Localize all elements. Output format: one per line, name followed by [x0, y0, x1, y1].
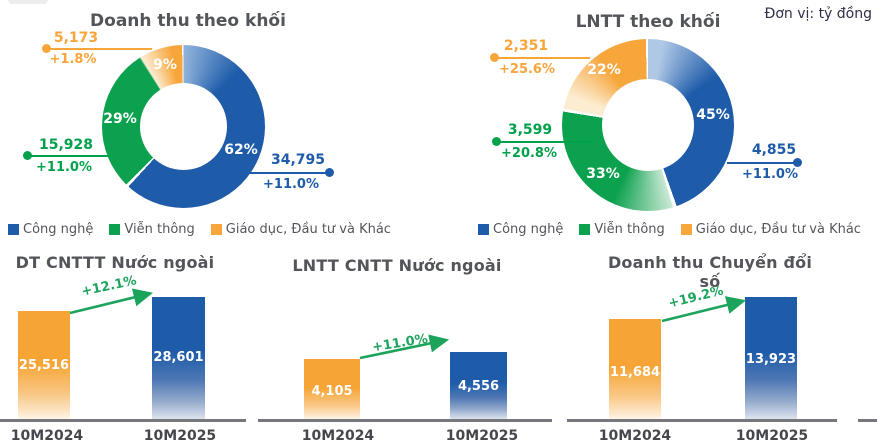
bar-10m2025 [152, 297, 205, 419]
legend-label: Viễn thông [124, 222, 195, 237]
bar-value-label: 4,556 [457, 379, 500, 394]
donut1-title: Doanh thu theo khối [90, 11, 286, 31]
x-axis-label: 10M2024 [598, 428, 672, 444]
callout-dot [793, 158, 802, 167]
bar-10m2024 [609, 319, 661, 419]
x-axis-line-extra [858, 419, 877, 422]
x-axis-line [258, 419, 552, 422]
callout-growth: +11.0% [36, 160, 92, 175]
legend-square-icon [8, 224, 19, 235]
callout-growth: +1.8% [49, 52, 97, 67]
growth-arrow-icon [359, 334, 450, 360]
cropped-artifact [8, 0, 48, 4]
donut2-title: LNTT theo khối [575, 12, 721, 32]
callout-value: 3,599 [507, 122, 553, 138]
callout-value: 34,795 [270, 152, 326, 168]
legend-label: Giáo dục, Đầu tư và Khác [695, 222, 861, 237]
x-axis-label: 10M2024 [10, 428, 84, 444]
bar-10m2025 [745, 297, 797, 419]
slice-percent-label: 29% [103, 111, 137, 127]
callout-value: 15,928 [38, 137, 94, 153]
slice-percent-label: 62% [224, 142, 258, 158]
legend-square-icon [579, 224, 591, 235]
legend-label: Giáo dục, Đầu tư và Khác [225, 222, 391, 237]
bar-value-label: 11,684 [609, 365, 661, 380]
growth-arrow-icon [69, 288, 154, 315]
legend: Công nghệ Viễn thông Giáo dục, Đầu tư và… [478, 222, 861, 237]
bar-10m2024 [18, 311, 70, 419]
x-axis-line [0, 419, 246, 422]
donut-chart-profit [562, 39, 734, 211]
x-axis-label: 10M2024 [301, 428, 375, 444]
x-axis-label: 10M2025 [445, 428, 519, 444]
donut-hole [602, 79, 694, 171]
legend-item-vien-thong: Viễn thông [579, 222, 665, 237]
bar-value-label: 13,923 [745, 352, 797, 367]
legend-label: Viễn thông [594, 222, 665, 237]
slice-percent-label: 45% [696, 107, 730, 123]
callout-dot [325, 168, 334, 177]
legend-square-icon [210, 224, 222, 235]
callout-line [494, 57, 590, 59]
x-axis-line [567, 419, 837, 422]
callout-line [27, 155, 111, 157]
slice-percent-label: 9% [153, 57, 177, 73]
bar-value-label: 4,105 [311, 384, 353, 399]
callout-line [249, 172, 330, 174]
unit-label: Đơn vị: tỷ đồng [764, 6, 872, 22]
legend-item-cong-nghe: Công nghệ [8, 222, 93, 237]
legend-square-icon [109, 224, 121, 235]
legend-item-giao-duc: Giáo dục, Đầu tư và Khác [680, 222, 861, 237]
callout-line [727, 162, 798, 164]
x-axis-label: 10M2025 [735, 428, 809, 444]
bar-value-label: 25,516 [18, 358, 70, 373]
callout-value: 2,351 [503, 38, 549, 54]
legend-label: Công nghệ [23, 222, 94, 237]
callout-line [496, 141, 593, 143]
callout-growth: +11.0% [263, 177, 319, 192]
bar-chart3-title: Doanh thu Chuyển đổi số [607, 253, 813, 291]
growth-arrow-icon [661, 296, 747, 323]
bar-10m2024 [304, 359, 360, 419]
bar-value-label: 28,601 [153, 350, 204, 365]
bar-10m2025 [450, 352, 507, 419]
callout-value: 5,173 [53, 30, 99, 46]
donut-chart-revenue [102, 45, 265, 208]
slice-percent-label: 33% [586, 166, 620, 182]
x-axis-label: 10M2025 [143, 428, 217, 444]
callout-line [46, 48, 152, 50]
legend-item-cong-nghe: Công nghệ [478, 222, 563, 237]
callout-growth: +25.6% [499, 62, 555, 77]
legend-item-giao-duc: Giáo dục, Đầu tư và Khác [210, 222, 391, 237]
callout-value: 4,855 [751, 142, 797, 158]
legend-label: Công nghệ [493, 222, 564, 237]
slice-percent-label: 22% [587, 62, 621, 78]
bar-chart2-title: LNTT CNTT Nước ngoài [292, 256, 502, 275]
callout-growth: +20.8% [501, 146, 557, 161]
donut-hole [140, 83, 227, 170]
bar-chart1-title: DT CNTTT Nước ngoài [15, 253, 215, 272]
callout-growth: +11.0% [742, 167, 798, 182]
legend-square-icon [478, 224, 489, 235]
legend-item-vien-thong: Viễn thông [109, 222, 195, 237]
legend: Công nghệ Viễn thông Giáo dục, Đầu tư và… [8, 222, 391, 237]
legend-square-icon [680, 224, 692, 235]
